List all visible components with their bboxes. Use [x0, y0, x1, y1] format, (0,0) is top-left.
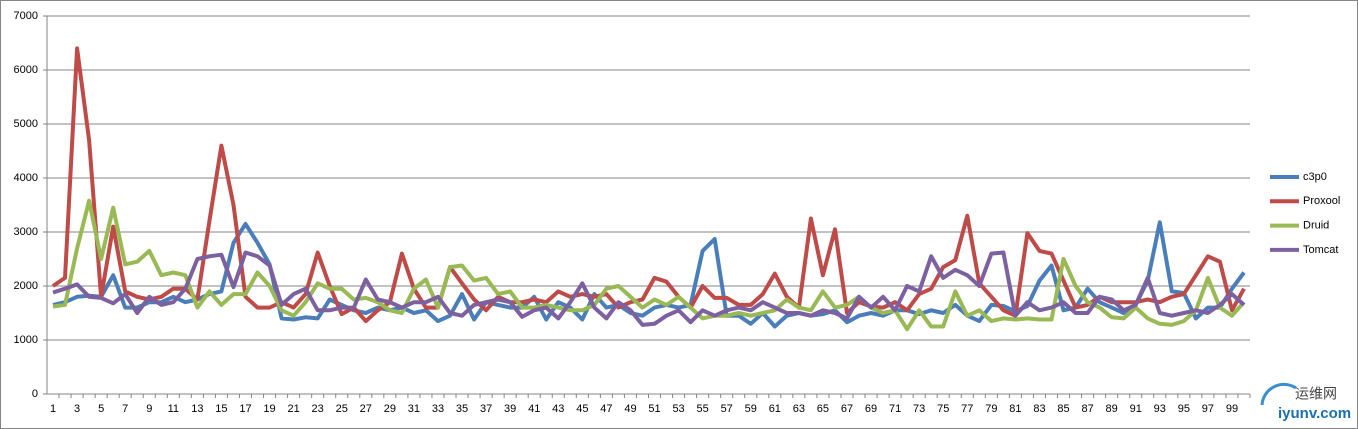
- legend-item: Druid: [1270, 220, 1329, 232]
- y-tick-label: 1000: [14, 334, 38, 346]
- y-tick-label: 0: [32, 388, 38, 400]
- watermark: 运维网 iyunv.com: [1260, 382, 1351, 422]
- x-tick-label: 5: [98, 403, 104, 415]
- watermark-url: iyunv.com: [1278, 405, 1351, 422]
- x-tick-label: 25: [336, 403, 348, 415]
- x-tick-label: 73: [913, 403, 925, 415]
- x-tick-label: 15: [215, 403, 227, 415]
- x-tick-label: 1: [50, 403, 56, 415]
- x-tick-label: 49: [624, 403, 636, 415]
- x-tick-label: 37: [480, 403, 492, 415]
- x-tick-label: 77: [961, 403, 973, 415]
- x-tick-label: 59: [745, 403, 757, 415]
- x-tick-label: 99: [1226, 403, 1238, 415]
- y-tick-label: 3000: [14, 226, 38, 238]
- series-line: [52, 198, 1246, 332]
- series-line: [52, 220, 1246, 329]
- x-tick-label: 97: [1202, 403, 1214, 415]
- x-tick-label: 29: [384, 403, 396, 415]
- x-tick-label: 75: [937, 403, 949, 415]
- legend-label: Druid: [1303, 220, 1329, 232]
- x-tick-label: 65: [817, 403, 829, 415]
- x-tick-label: 17: [239, 403, 251, 415]
- x-tick-label: 9: [146, 403, 152, 415]
- y-tick-label: 4000: [14, 172, 38, 184]
- x-tick-label: 13: [191, 403, 203, 415]
- legend-item: c3p0: [1270, 171, 1327, 183]
- x-tick-label: 31: [408, 403, 420, 415]
- x-tick-label: 63: [793, 403, 805, 415]
- x-tick-label: 19: [263, 403, 275, 415]
- legend-label: Proxool: [1303, 195, 1340, 207]
- y-tick-label: 7000: [14, 10, 38, 22]
- x-tick-label: 27: [360, 403, 372, 415]
- x-tick-label: 87: [1081, 403, 1093, 415]
- x-tick-label: 3: [74, 403, 80, 415]
- x-tick-label: 55: [697, 403, 709, 415]
- x-tick-label: 23: [312, 403, 324, 415]
- x-tick-label: 69: [865, 403, 877, 415]
- y-tick-label: 6000: [14, 64, 38, 76]
- x-tick-label: 71: [889, 403, 901, 415]
- x-tick-label: 21: [287, 403, 299, 415]
- x-tick-label: 61: [769, 403, 781, 415]
- x-tick-label: 35: [456, 403, 468, 415]
- x-tick-label: 67: [841, 403, 853, 415]
- x-tick-label: 43: [552, 403, 564, 415]
- x-tick-label: 47: [600, 403, 612, 415]
- legend-label: Tomcat: [1303, 244, 1338, 256]
- x-tick-label: 89: [1106, 403, 1118, 415]
- x-tick-label: 45: [576, 403, 588, 415]
- x-tick-label: 93: [1154, 403, 1166, 415]
- x-tick-label: 7: [122, 403, 128, 415]
- x-tick-label: 51: [648, 403, 660, 415]
- x-tick-label: 91: [1130, 403, 1142, 415]
- x-tick-label: 41: [528, 403, 540, 415]
- x-tick-label: 81: [1009, 403, 1021, 415]
- series-line: [51, 46, 1246, 324]
- legend-item: Proxool: [1270, 195, 1340, 207]
- watermark-logo: [1260, 382, 1297, 406]
- x-tick-label: 95: [1178, 403, 1190, 415]
- series-line: [52, 250, 1246, 327]
- x-tick-label: 83: [1033, 403, 1045, 415]
- legend-label: c3p0: [1303, 171, 1327, 183]
- x-tick-label: 85: [1057, 403, 1069, 415]
- y-tick-label: 2000: [14, 280, 38, 292]
- x-tick-label: 53: [672, 403, 684, 415]
- x-tick-label: 79: [985, 403, 997, 415]
- x-tick-label: 57: [721, 403, 733, 415]
- watermark-name: 运维网: [1295, 386, 1337, 402]
- x-tick-label: 39: [504, 403, 516, 415]
- x-tick-label: 33: [432, 403, 444, 415]
- legend-item: Tomcat: [1270, 244, 1338, 256]
- y-tick-label: 5000: [14, 118, 38, 130]
- x-tick-label: 11: [168, 403, 179, 415]
